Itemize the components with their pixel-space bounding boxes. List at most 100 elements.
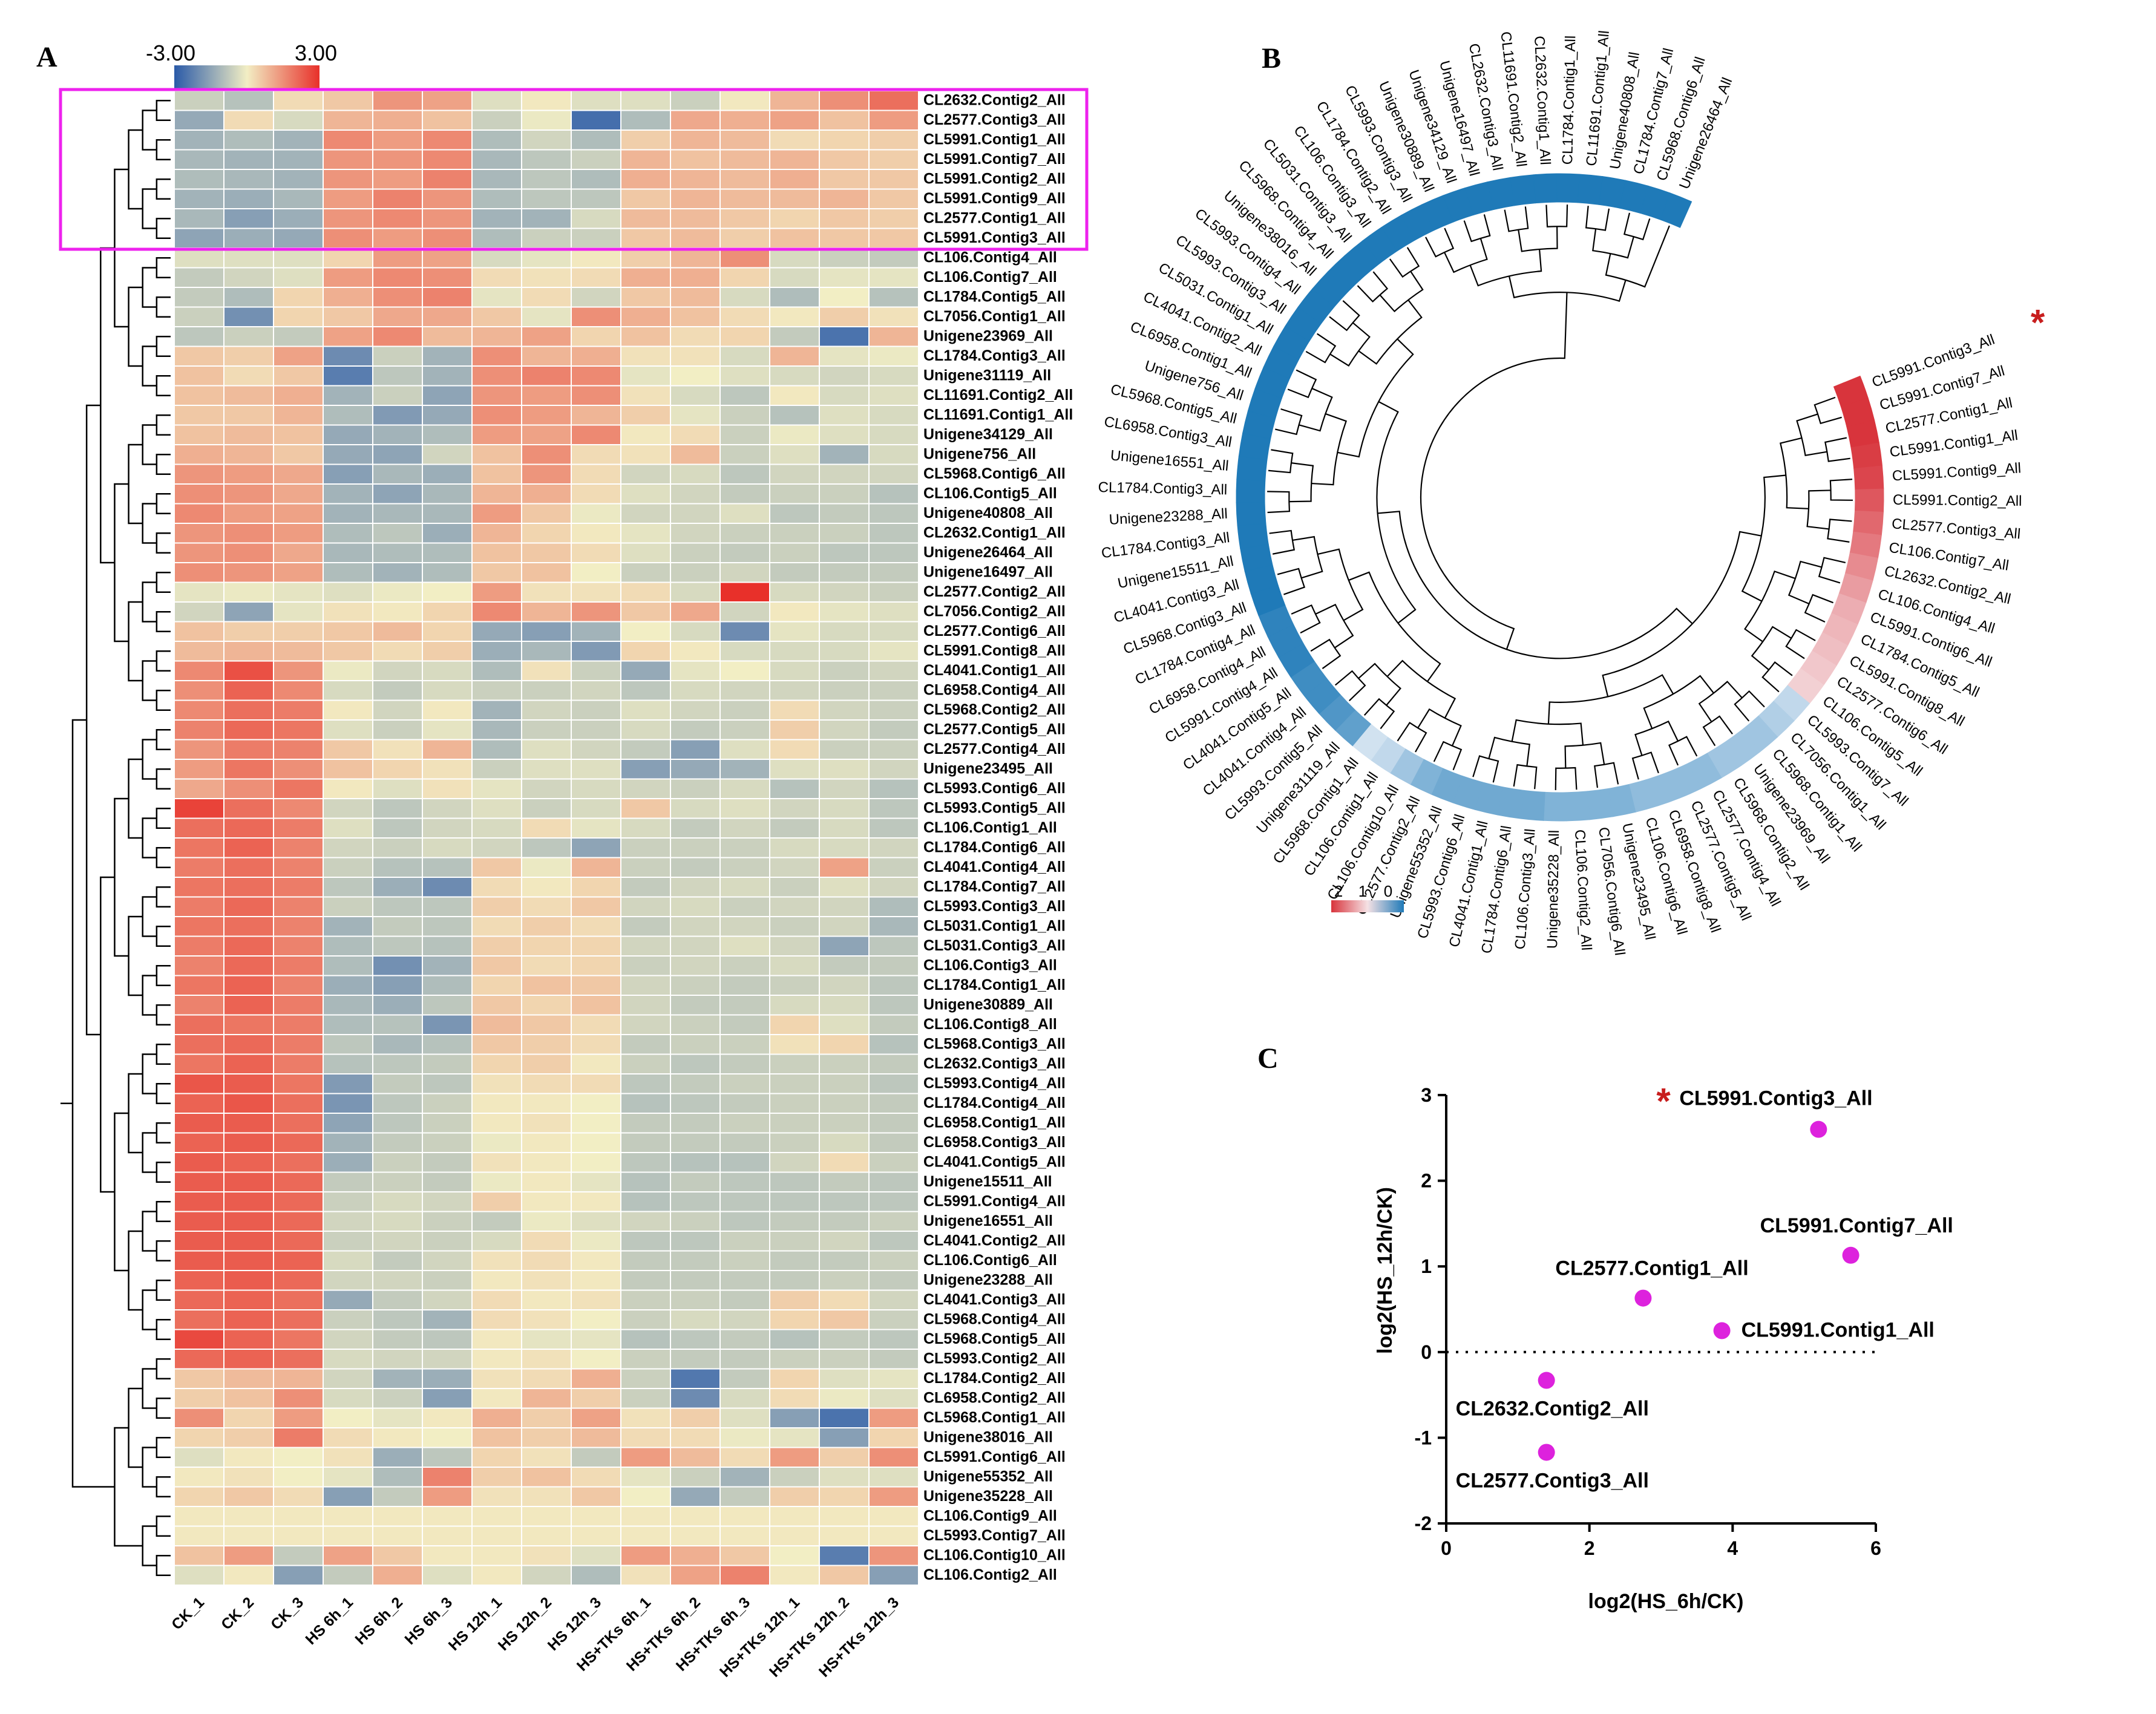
tree-branch — [1814, 396, 1842, 425]
heatmap-cell — [422, 699, 473, 721]
ring-segment — [1236, 502, 1266, 526]
heatmap-cell — [620, 1289, 671, 1310]
heatmap-cell — [471, 935, 522, 957]
heatmap-cell — [372, 1407, 423, 1428]
heatmap-cell — [323, 1368, 373, 1389]
heatmap-cell — [372, 463, 423, 485]
heatmap-cell — [471, 1407, 522, 1428]
heatmap-cell — [174, 798, 224, 819]
y-tick-label: -1 — [1415, 1427, 1432, 1448]
heatmap-cell — [719, 1427, 770, 1448]
heatmap-cell — [471, 1329, 522, 1350]
heatmap-cell — [719, 935, 770, 957]
dendrogram-branch — [156, 1319, 171, 1340]
heatmap-cell — [819, 896, 870, 917]
heatmap-cell — [521, 365, 572, 387]
heatmap-cell — [323, 503, 373, 524]
heatmap-cell — [174, 975, 224, 996]
dendrogram-branch — [100, 876, 115, 1193]
heatmap-cell — [620, 444, 671, 465]
heatmap-cell — [719, 90, 770, 111]
heatmap-cell — [372, 857, 423, 878]
heatmap-cell — [868, 1309, 919, 1330]
tip-label: CL106.Contig2_All — [1571, 829, 1594, 950]
heatmap-cell — [670, 1171, 721, 1192]
heatmap-cell — [670, 1113, 721, 1134]
heatmap-cell — [223, 345, 274, 367]
heatmap-cell — [223, 1073, 274, 1094]
ring-segment — [1237, 523, 1269, 549]
heatmap-cell — [223, 1014, 274, 1035]
heatmap-cell — [273, 523, 324, 544]
heatmap-cell — [819, 90, 870, 111]
heatmap-cell — [819, 385, 870, 406]
heatmap-cell — [471, 601, 522, 623]
heatmap-cell — [868, 778, 919, 799]
heatmap-cell — [670, 208, 721, 229]
heatmap-cell — [273, 699, 324, 721]
heatmap-row-label: Unigene15511_All — [923, 1173, 1052, 1190]
tree-branch — [1289, 462, 1314, 503]
heatmap-cell — [571, 935, 621, 957]
heatmap-cell — [273, 798, 324, 819]
heatmap-cell — [174, 1427, 224, 1448]
heatmap-cell — [521, 1329, 572, 1350]
scatter-point-label: CL2632.Contig2_All — [1456, 1398, 1649, 1421]
heatmap-cell — [719, 1506, 770, 1527]
heatmap-cell — [174, 739, 224, 760]
heatmap-cell — [521, 1113, 572, 1134]
heatmap-cell — [620, 719, 671, 741]
heatmap-row-label: CL5968.Contig3_All — [923, 1035, 1066, 1052]
heatmap-row-label: CL5968.Contig5_All — [923, 1330, 1066, 1347]
heatmap-cell — [471, 699, 522, 721]
heatmap-cell — [273, 1191, 324, 1212]
tree-branch — [1643, 675, 1714, 729]
heatmap-cell — [670, 896, 721, 917]
heatmap-cell — [571, 1132, 621, 1153]
ring-segment — [1565, 791, 1590, 822]
heatmap-cell — [868, 523, 919, 544]
heatmap-cell — [323, 267, 373, 288]
heatmap-cell — [422, 247, 473, 269]
heatmap-cell — [719, 267, 770, 288]
heatmap-cell — [372, 1073, 423, 1094]
heatmap-cell — [471, 916, 522, 937]
heatmap-cell — [223, 955, 274, 976]
heatmap-cell — [323, 1034, 373, 1055]
heatmap-cell — [868, 385, 919, 406]
heatmap-cell — [868, 345, 919, 367]
heatmap-cell — [223, 719, 274, 741]
heatmap-cell — [323, 935, 373, 957]
heatmap-cell — [273, 463, 324, 485]
dendrogram-branch — [71, 719, 115, 1488]
heatmap-cell — [372, 739, 423, 760]
heatmap-row-label: CL5991.Contig4_All — [923, 1192, 1066, 1209]
heatmap-cell — [571, 1211, 621, 1232]
heatmap-cell — [223, 1506, 274, 1527]
tree-branch — [1397, 722, 1427, 753]
heatmap-cell — [223, 1113, 274, 1134]
heatmap-cell — [719, 581, 770, 603]
heatmap-cell — [719, 778, 770, 799]
heatmap-row-label: CL1784.Contig1_All — [923, 976, 1066, 993]
heatmap-cell — [670, 523, 721, 544]
heatmap-cell — [571, 1467, 621, 1488]
heatmap-cell — [422, 1565, 473, 1586]
heatmap-cell — [819, 877, 870, 898]
heatmap-cell — [174, 1211, 224, 1232]
heatmap-column-label: CK_1 — [168, 1594, 208, 1633]
marked-point-star: * — [1656, 1081, 1671, 1122]
scatter-point-label: CL2577.Contig3_All — [1456, 1469, 1649, 1492]
heatmap-cell — [422, 523, 473, 544]
heatmap-row-label: CL6958.Contig4_All — [923, 681, 1066, 698]
heatmap-cell — [521, 1093, 572, 1114]
heatmap-cell — [868, 503, 919, 524]
heatmap-cell — [422, 837, 473, 859]
heatmap-cell — [174, 1113, 224, 1134]
heatmap-cell — [273, 1506, 324, 1527]
heatmap-cell — [372, 1329, 423, 1350]
dendrogram-branch — [142, 975, 157, 1016]
heatmap-cell — [620, 581, 671, 603]
heatmap-cell — [422, 1486, 473, 1507]
heatmap-cell — [719, 247, 770, 269]
